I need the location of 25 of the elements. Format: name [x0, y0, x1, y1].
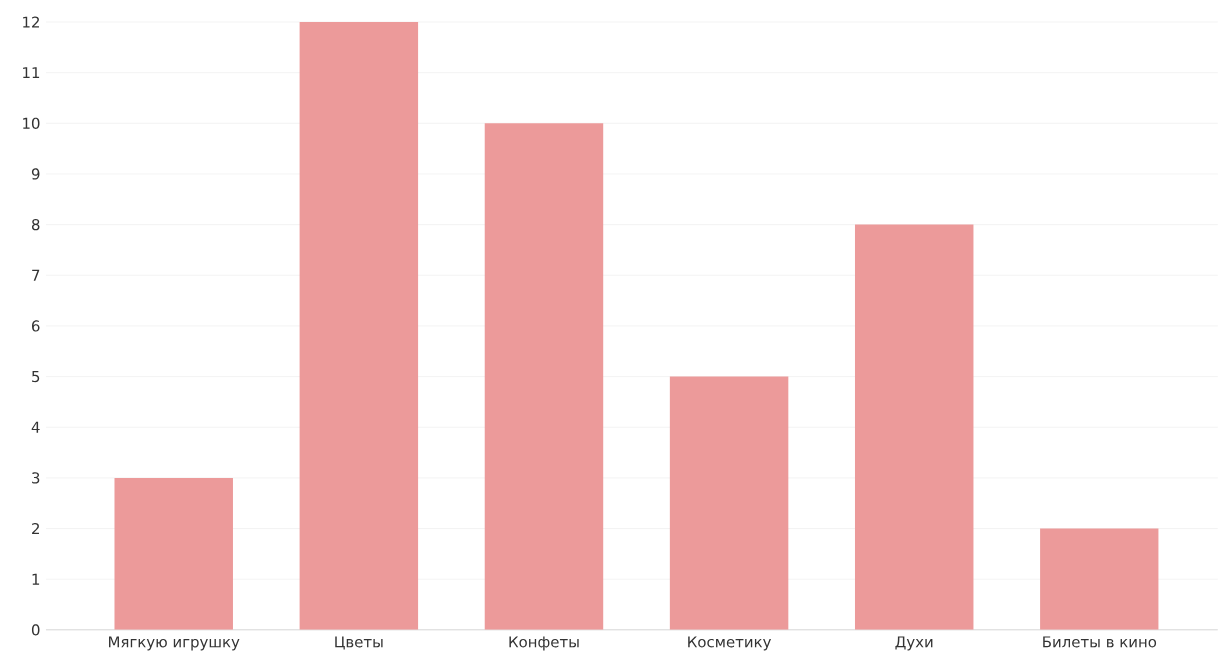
- y-tick-label: 6: [32, 320, 40, 332]
- y-tick-label: 7: [32, 269, 40, 281]
- x-tick-label: Цветы: [335, 636, 383, 650]
- x-tick-label: Билеты в кино: [1043, 636, 1157, 648]
- y-tick-label: 10: [23, 117, 40, 130]
- bar: [114, 477, 233, 630]
- x-tick-label: Духи: [895, 636, 933, 651]
- y-tick-label: 11: [23, 67, 40, 79]
- bar: [484, 123, 604, 630]
- y-tick-label: 4: [31, 421, 40, 433]
- y-tick-label: 2: [32, 523, 39, 535]
- x-tick-label: Конфеты: [509, 636, 579, 651]
- y-tick-label: 12: [23, 16, 39, 28]
- y-tick-label: 1: [32, 573, 40, 585]
- y-tick-label: 5: [32, 371, 40, 383]
- y-tick-label: 9: [31, 168, 40, 180]
- y-tick-label: 0: [31, 624, 40, 636]
- y-tick-label: 3: [32, 472, 40, 484]
- y-tick-label: 8: [31, 219, 40, 231]
- bar: [854, 224, 974, 630]
- bar: [669, 376, 789, 630]
- x-tick-label: Косметику: [688, 636, 771, 651]
- bar: [1040, 528, 1159, 630]
- bar: [299, 22, 419, 630]
- x-tick-label: Мягкую игрушку: [109, 636, 240, 651]
